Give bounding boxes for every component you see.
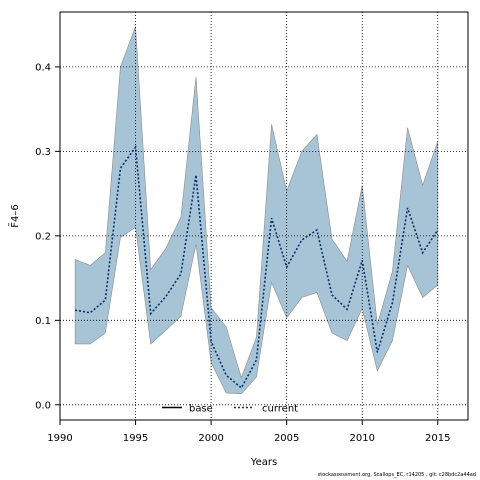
confidence-band-area: [74, 26, 439, 395]
x-tick-label: 2005: [274, 433, 299, 444]
y-axis-title: F̄4–6: [8, 204, 21, 227]
y-tick-label: 0.4: [35, 62, 51, 73]
x-tick-label: 1995: [123, 433, 148, 444]
x-tick-label: 2010: [349, 433, 374, 444]
x-tick-label: 2015: [425, 433, 450, 444]
y-tick-label: 0.1: [35, 316, 51, 327]
x-axis-title: Years: [250, 457, 277, 468]
x-tick-label: 2000: [198, 433, 223, 444]
y-tick-label: 0.0: [35, 400, 51, 411]
plot-frame: [59, 11, 469, 421]
y-tick-label: 0.2: [35, 231, 51, 242]
series-line-current: [74, 144, 439, 390]
legend-label-base: base: [189, 404, 213, 415]
confidence-band: [74, 26, 439, 395]
legend-label-current: current: [262, 404, 298, 415]
y-tick-label: 0.3: [35, 147, 51, 158]
series-lines: [74, 144, 439, 390]
footer-text: stockassessment.org, Scallops_EC, r14205…: [317, 472, 476, 478]
grid-lines: [60, 12, 468, 420]
x-tick-label: 1990: [47, 433, 72, 444]
axes: 1990 1995 2000 2005 2010 2015 0.0 0.1 0.2 0.3 0.4: [35, 62, 450, 444]
legend: base current: [162, 404, 298, 415]
